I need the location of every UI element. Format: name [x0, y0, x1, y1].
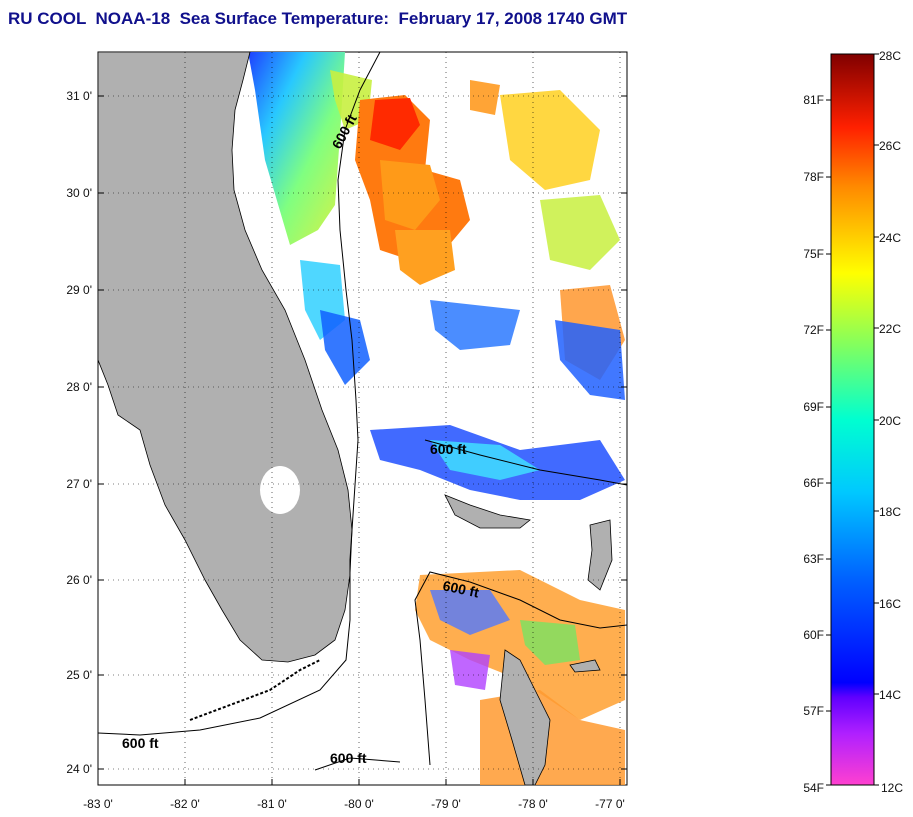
colorbar-label-c: 28C	[879, 49, 901, 63]
colorbar-fahrenheit-labels: 81F 78F 75F 72F 69F 66F 63F 60F 57F 54F	[803, 93, 824, 795]
colorbar-label-f: 60F	[803, 628, 824, 642]
florida-keys	[189, 659, 321, 721]
lat-label: 29 0'	[66, 283, 92, 297]
lon-label: -78 0'	[518, 797, 548, 811]
lat-label: 30 0'	[66, 186, 92, 200]
colorbar-ticks	[826, 53, 879, 786]
isobath-600ft-great-bahama	[414, 571, 627, 766]
sst-patch	[430, 300, 520, 350]
grand-bahama-island	[444, 494, 531, 529]
longitude-labels: -83 0' -82 0' -81 0' -80 0' -79 0' -78 0…	[83, 797, 625, 811]
colorbar-label-f: 66F	[803, 476, 824, 490]
sst-patch	[500, 90, 600, 190]
colorbar-label-c: 18C	[879, 505, 901, 519]
lon-label: -83 0'	[83, 797, 113, 811]
colorbar-label-f: 81F	[803, 93, 824, 107]
map-ticks	[98, 95, 627, 785]
lon-label: -79 0'	[431, 797, 461, 811]
isobath-600ft-bahama-bank	[424, 439, 627, 486]
sst-data-layer	[98, 52, 627, 785]
map-gridlines	[98, 52, 627, 785]
colorbar-label-f: 75F	[803, 247, 824, 261]
colorbar-label-f: 57F	[803, 704, 824, 718]
sst-patch	[248, 52, 345, 245]
lat-label: 28 0'	[66, 380, 92, 394]
sst-patch	[555, 320, 625, 400]
sst-patch	[395, 230, 455, 285]
new-providence-island	[569, 659, 601, 673]
colorbar-label-c: 16C	[879, 597, 901, 611]
lake-okeechobee	[260, 466, 300, 514]
colorbar-label-c: 12C	[881, 781, 903, 795]
lon-label: -77 0'	[595, 797, 625, 811]
lon-label: -80 0'	[344, 797, 374, 811]
sst-patch	[320, 310, 370, 385]
sst-patch	[450, 650, 490, 690]
colorbar-label-f: 78F	[803, 170, 824, 184]
contour-label-600ft: 600 ft	[330, 750, 367, 766]
colorbar-label-f: 72F	[803, 323, 824, 337]
colorbar-celsius-labels: 28C 26C 24C 22C 20C 18C 16C 14C 12C	[879, 49, 903, 795]
lon-label: -82 0'	[170, 797, 200, 811]
colorbar-label-c: 24C	[879, 231, 901, 245]
sst-patch	[380, 160, 440, 230]
andros-island	[499, 649, 551, 785]
sst-patch	[520, 620, 580, 665]
colorbar-label-c: 20C	[879, 414, 901, 428]
lat-label: 27 0'	[66, 477, 92, 491]
colorbar	[830, 53, 875, 786]
colorbar-label-f: 54F	[803, 781, 824, 795]
contour-label-600ft: 600 ft	[441, 577, 480, 600]
contour-label-600ft: 600 ft	[430, 441, 467, 457]
abaco-island	[587, 519, 613, 591]
isobath-600ft-south	[314, 757, 401, 771]
colorbar-label-c: 26C	[879, 139, 901, 153]
isobath-600ft-florida	[98, 52, 381, 736]
colorbar-label-c: 22C	[879, 322, 901, 336]
sst-patch	[430, 590, 510, 635]
latitude-labels: 31 0' 30 0' 29 0' 28 0' 27 0' 26 0' 25 0…	[66, 89, 92, 776]
sst-patch	[540, 195, 620, 270]
map-title: RU COOL NOAA-18 Sea Surface Temperature:…	[8, 9, 628, 28]
sst-patch	[470, 80, 500, 115]
sst-patch	[430, 440, 540, 480]
lat-label: 25 0'	[66, 668, 92, 682]
colorbar-label-f: 63F	[803, 552, 824, 566]
lat-label: 31 0'	[66, 89, 92, 103]
contour-label-600ft: 600 ft	[122, 735, 159, 751]
colorbar-label-c: 14C	[879, 688, 901, 702]
lon-label: -81 0'	[257, 797, 287, 811]
sst-patch	[370, 98, 420, 150]
lat-label: 24 0'	[66, 762, 92, 776]
colorbar-label-f: 69F	[803, 400, 824, 414]
lat-label: 26 0'	[66, 573, 92, 587]
